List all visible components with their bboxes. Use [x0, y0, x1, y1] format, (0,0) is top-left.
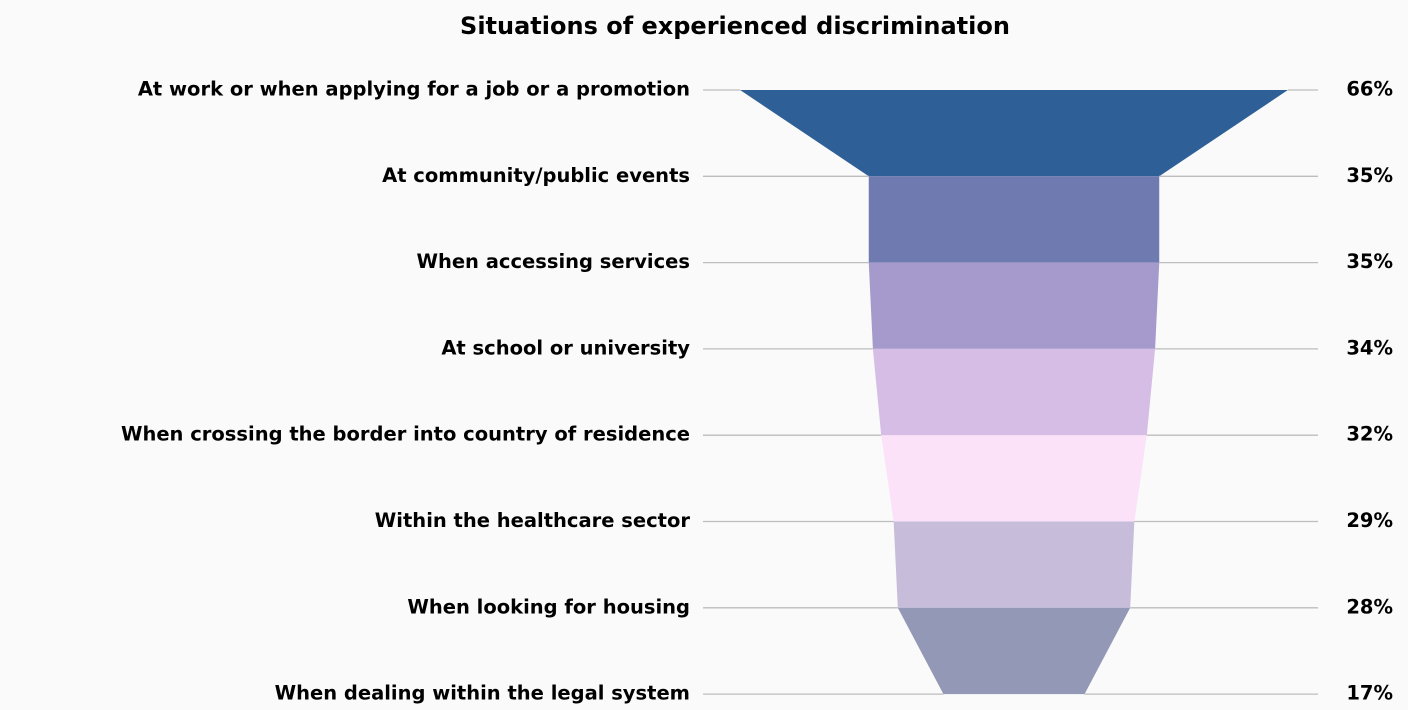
category-label: When crossing the border into country of… — [121, 423, 690, 446]
category-label: Within the healthcare sector — [375, 509, 691, 532]
category-label: At community/public events — [382, 164, 690, 187]
category-label: At work or when applying for a job or a … — [138, 78, 690, 101]
funnel-segment — [893, 521, 1135, 608]
value-label: 29% — [1346, 509, 1393, 532]
funnel-segment — [868, 262, 1160, 349]
funnel-segment — [740, 90, 1288, 177]
value-label: 17% — [1346, 682, 1393, 705]
value-label: 32% — [1346, 423, 1393, 446]
value-label: 35% — [1346, 164, 1393, 187]
funnel-segment — [868, 176, 1160, 263]
value-label: 66% — [1346, 78, 1393, 101]
value-label: 34% — [1346, 336, 1393, 359]
funnel-segment — [881, 435, 1147, 522]
chart-title: Situations of experienced discrimination — [460, 12, 1010, 40]
value-label: 28% — [1346, 595, 1393, 618]
category-label: When accessing services — [416, 250, 690, 273]
category-label: At school or university — [441, 336, 690, 359]
funnel-segment — [872, 348, 1156, 436]
category-label: When dealing within the legal system — [275, 682, 690, 705]
category-label: When looking for housing — [407, 595, 690, 618]
value-label: 35% — [1346, 250, 1393, 273]
funnel-segment — [897, 607, 1131, 695]
